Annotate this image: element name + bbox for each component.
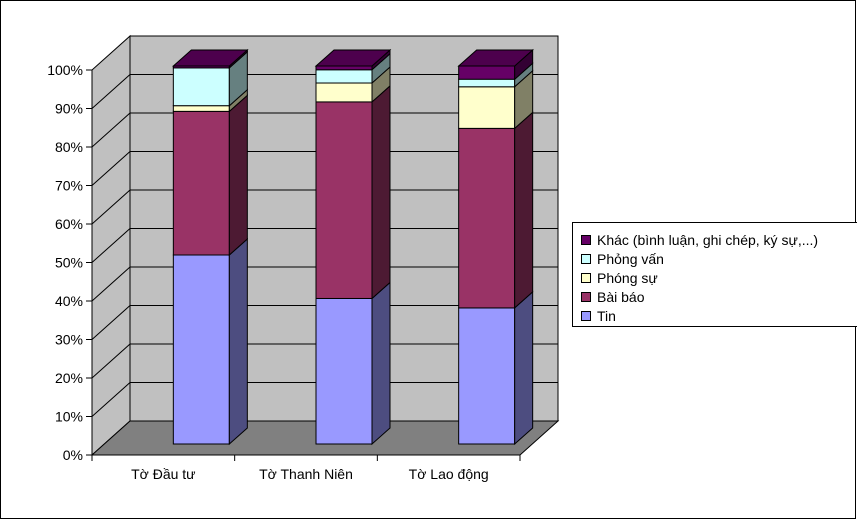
gridline [91,74,558,109]
bar-segment-2-0 [458,307,516,445]
bar-top-2 [457,49,534,67]
y-tick-label: 100% [47,62,83,78]
gridline [91,112,558,148]
y-tick-label: 10% [55,409,83,425]
bar-segment-1-3 [315,69,373,84]
bar-segment-2-3 [458,78,516,88]
y-tick-label: 60% [55,216,83,232]
bar-side-0-0 [228,237,248,446]
gridline [91,343,558,379]
legend-item: Phóng sự [581,269,658,287]
gridline [91,382,558,417]
bar-segment-0-1 [172,110,230,256]
legend-swatch [581,273,591,283]
legend-item: Phỏng vấn [581,250,664,268]
legend-swatch [581,292,591,302]
bar-segment-2-1 [458,127,516,309]
bar-side-1-1 [371,84,391,300]
legend-label: Bài báo [597,289,645,305]
bar-segment-2-2 [458,86,516,129]
bar-segment-1-4 [315,65,373,71]
y-tick-label: 50% [55,255,83,271]
gridline [91,266,558,302]
legend-item: Khác (bình luận, ghi chép, ký sự,...) [581,231,818,249]
legend-swatch [581,254,591,264]
bar-top-1 [314,49,392,67]
legend-swatch [581,311,591,321]
bar-segment-0-3 [172,67,230,107]
bar-segment-0-2 [172,105,230,112]
legend-swatch [581,235,591,245]
x-tick-label: Tờ Thanh Niên [259,466,353,482]
gridline [91,305,558,340]
bar-segment-0-0 [172,254,230,445]
bar-segment-1-0 [315,297,373,445]
chart-legend: Khác (bình luận, ghi chép, ký sự,...) Phỏ… [572,222,857,327]
y-tick-label: 20% [55,370,83,386]
legend-label: Phóng sự [597,270,658,286]
x-tick-label: Tờ Lao động [409,466,489,482]
bar-side-2-0 [514,290,534,446]
gridline [91,228,558,263]
gridline [91,151,558,186]
legend-item: Bài báo [581,288,644,306]
legend-label: Phỏng vấn [597,251,664,267]
x-tick-label: Tờ Đầu tư [131,466,195,482]
gridline [91,189,558,225]
y-tick-label: 0% [63,447,83,463]
bar-segment-2-4 [458,65,516,80]
legend-label: Khác (bình luận, ghi chép, ký sự,...) [597,232,819,248]
y-tick-label: 40% [55,293,83,309]
bar-side-0-1 [228,94,248,257]
bar-top-0 [172,49,249,67]
bar-side-2-1 [514,111,534,310]
y-tick-label: 30% [55,332,83,348]
y-tick-label: 70% [55,178,83,194]
legend-item: Tin [581,307,616,325]
bar-segment-1-2 [315,82,373,103]
y-tick-label: 90% [55,101,83,117]
legend-label: Tin [597,308,616,324]
bar-segment-1-1 [315,101,373,299]
y-tick-label: 80% [55,139,83,155]
bar-side-1-0 [371,281,391,446]
